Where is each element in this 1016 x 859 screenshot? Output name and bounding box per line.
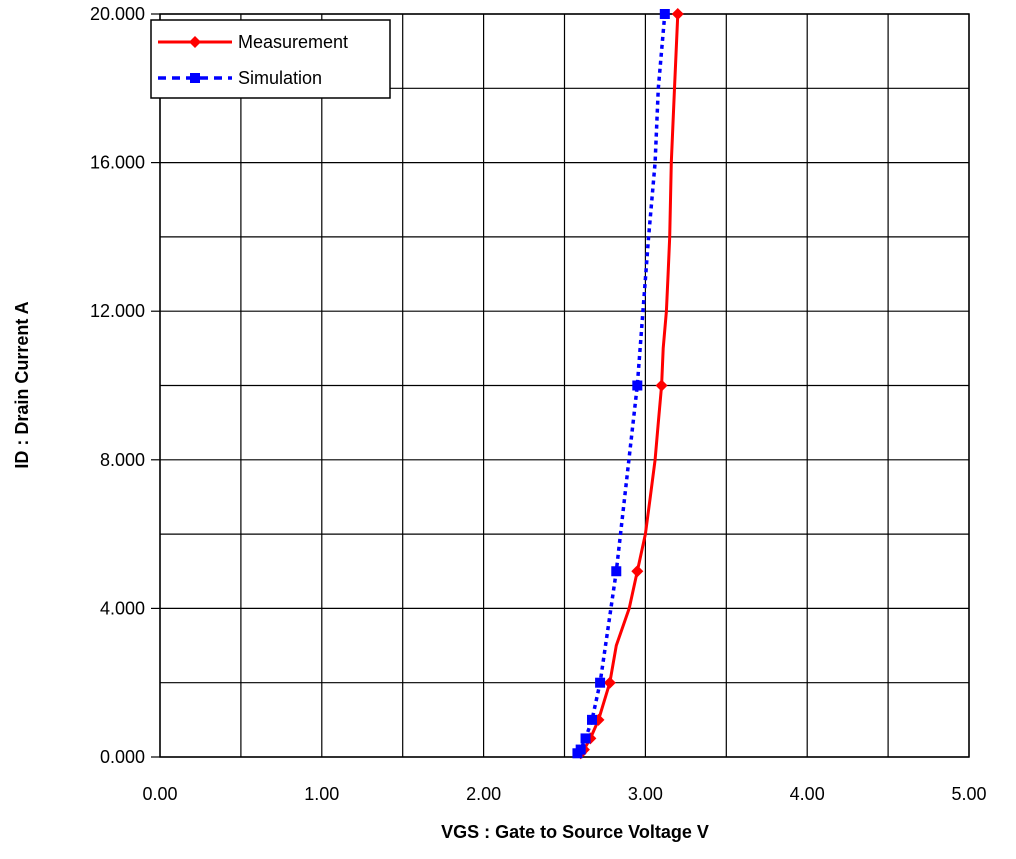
x-axis-title: VGS : Gate to Source Voltage V: [441, 822, 709, 842]
y-axis-title: ID : Drain Current A: [12, 301, 32, 468]
y-tick-label: 0.000: [100, 747, 145, 767]
y-tick-label: 4.000: [100, 598, 145, 618]
series-layer: [572, 8, 684, 760]
legend: Measurement Simulation: [150, 19, 391, 99]
x-tick-label: 5.00: [951, 784, 986, 804]
series-line-measurement: [579, 13, 680, 755]
data-point-simulation: [580, 733, 591, 744]
data-point-measurement: [603, 676, 616, 689]
x-tick-label: 3.00: [628, 784, 663, 804]
legend-item-simulation: Simulation: [158, 68, 322, 88]
data-point-simulation: [611, 566, 622, 577]
y-tick-labels: 0.000 4.000 8.000 12.000 16.000 20.000: [90, 4, 160, 767]
legend-marker-measurement: [189, 36, 201, 48]
y-tick-label: 20.000: [90, 4, 145, 24]
x-tick-label: 1.00: [304, 784, 339, 804]
legend-item-measurement: Measurement: [158, 32, 348, 52]
data-point-measurement: [671, 8, 684, 20]
legend-box: [150, 19, 391, 99]
data-point-measurement: [655, 379, 668, 392]
plot-border: [159, 13, 970, 758]
data-point-simulation: [587, 714, 598, 725]
x-tick-label: 0.00: [142, 784, 177, 804]
y-tick-label: 8.000: [100, 450, 145, 470]
series-measurement: [574, 8, 684, 760]
series-line-simulation: [576, 13, 667, 755]
x-tick-label: 4.00: [790, 784, 825, 804]
data-point-simulation: [595, 677, 606, 688]
data-point-simulation: [575, 744, 586, 755]
x-tick-label: 2.00: [466, 784, 501, 804]
y-tick-label: 16.000: [90, 153, 145, 173]
grid: [159, 13, 970, 758]
series-simulation: [572, 9, 670, 759]
data-point-measurement: [631, 565, 644, 578]
data-point-simulation: [659, 9, 670, 19]
legend-label-measurement: Measurement: [238, 32, 348, 52]
legend-label-simulation: Simulation: [238, 68, 322, 88]
y-tick-label: 12.000: [90, 301, 145, 321]
legend-marker-simulation: [190, 73, 200, 83]
data-point-simulation: [632, 380, 643, 391]
x-tick-labels: 0.00 1.00 2.00 3.00 4.00 5.00: [142, 784, 986, 804]
